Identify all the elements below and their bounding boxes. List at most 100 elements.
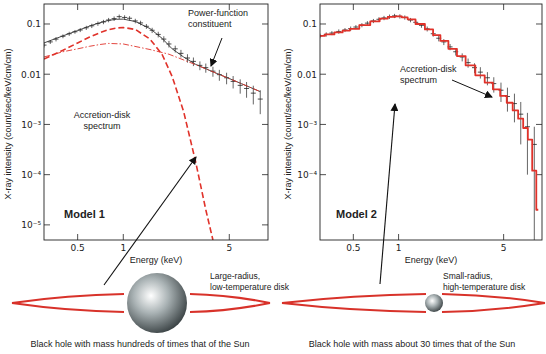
y-tick <box>44 23 50 24</box>
y-axis-label: X-ray intensity (count/sec/keV/cm/cm) <box>283 48 293 199</box>
annotation: Model 1 <box>64 208 105 220</box>
x-tick <box>398 4 399 10</box>
disk-edge <box>282 294 426 303</box>
y-tick-label: 10⁻⁴ <box>297 170 317 180</box>
x-axis-label: Energy (keV) <box>405 255 458 265</box>
error-bar <box>219 70 220 81</box>
black-hole <box>127 273 187 333</box>
annotation: Black hole with mass hundreds of times t… <box>30 339 249 349</box>
y-tick <box>320 174 326 175</box>
x-tick <box>503 234 504 240</box>
marker <box>122 17 127 18</box>
series-line <box>320 16 538 209</box>
text-line: spectrum <box>400 75 437 85</box>
marker <box>258 99 263 100</box>
y-tick <box>262 224 268 225</box>
x-tick-label: 5 <box>501 243 507 253</box>
y-tick <box>44 174 50 175</box>
series-line <box>44 19 260 92</box>
y-tick <box>44 124 50 125</box>
x-tick <box>77 4 78 10</box>
y-tick <box>262 23 268 24</box>
y-tick-label: 0.1 <box>303 19 317 29</box>
x-tick <box>123 234 124 240</box>
y-tick-label: 10⁻⁴ <box>21 170 41 180</box>
pointer-arrow <box>452 80 492 97</box>
data-point <box>238 79 243 93</box>
error-bar <box>527 113 528 175</box>
y-tick <box>44 74 50 75</box>
y-tick <box>44 224 50 225</box>
data-point <box>258 90 263 114</box>
error-bar <box>233 76 234 88</box>
error-bar <box>226 73 227 85</box>
y-tick-label: 10⁻⁵ <box>21 220 41 230</box>
x-tick <box>398 234 399 240</box>
data-point <box>460 53 465 61</box>
text-line: Accretion-disk <box>400 64 457 74</box>
y-tick <box>262 74 268 75</box>
y-axis-label: X-ray intensity (count/sec/keV/cm/cm) <box>3 48 13 199</box>
y-tick <box>320 124 326 125</box>
x-tick-label: 0.5 <box>346 243 360 253</box>
chart-panel: 0.5150.10.0110⁻³10⁻⁴Accretion-diskspectr… <box>282 4 545 349</box>
disk-edge <box>442 303 545 312</box>
x-tick <box>77 234 78 240</box>
disk-edge <box>190 303 270 312</box>
series-line <box>44 28 213 240</box>
y-tick <box>536 23 542 24</box>
marker <box>485 77 490 78</box>
data-point <box>244 82 249 98</box>
plot-area <box>320 14 538 240</box>
series-line <box>44 43 260 91</box>
marker <box>244 88 249 89</box>
series-label: Power-functionconstituent <box>188 8 248 29</box>
y-tick <box>536 74 542 75</box>
error-bar <box>240 79 241 93</box>
marker <box>365 23 370 24</box>
black-hole <box>425 294 443 312</box>
text-line: constituent <box>188 19 232 29</box>
marker <box>238 85 243 86</box>
x-tick-label: 0.5 <box>70 243 84 253</box>
disk-edge <box>282 303 426 312</box>
error-bar <box>193 58 194 67</box>
error-bar <box>480 67 481 78</box>
figure: 0.5 1 5 0.1 0.01 10⁻³ 10⁻⁴ 10⁻⁵ Power-functionco… <box>0 0 546 354</box>
annotation: Small-radius,high-temperature disk <box>443 271 526 292</box>
disk-edge <box>12 294 124 303</box>
plot-frame <box>320 4 542 240</box>
x-tick <box>353 234 354 240</box>
x-tick <box>229 234 230 240</box>
pointer-arrow <box>104 157 196 285</box>
annotation: Black hole with mass about 30 times that… <box>309 339 516 349</box>
y-tick <box>320 74 326 75</box>
series-label: Accretion-diskspectrum <box>400 64 457 85</box>
text-line: Accretion-disk <box>74 110 131 120</box>
data-point <box>117 15 122 19</box>
plot-frame <box>44 4 268 240</box>
y-tick <box>320 23 326 24</box>
x-tick <box>123 4 124 10</box>
data-point <box>478 67 483 78</box>
y-tick-label: 0.01 <box>21 70 41 80</box>
error-bar <box>534 127 535 240</box>
x-tick <box>503 4 504 10</box>
text-line: low-temperature disk <box>210 282 290 292</box>
pointer-arrow <box>380 104 395 284</box>
text-line: Small-radius, <box>443 271 493 281</box>
x-tick <box>353 4 354 10</box>
disk-edge <box>190 294 270 303</box>
y-tick <box>262 174 268 175</box>
y-tick-label: 0.1 <box>27 19 41 29</box>
series-label: Accretion-diskspectrum <box>74 110 131 131</box>
error-bar <box>520 102 521 144</box>
text-line: Power-function <box>188 8 248 18</box>
y-tick-label: 10⁻³ <box>297 120 317 130</box>
y-tick-label: 10⁻³ <box>21 120 41 130</box>
marker <box>117 16 122 17</box>
annotation: Large-radius,low-temperature disk <box>210 271 290 292</box>
x-tick-label: 1 <box>396 243 402 253</box>
error-bar <box>468 59 469 68</box>
marker <box>353 27 358 28</box>
